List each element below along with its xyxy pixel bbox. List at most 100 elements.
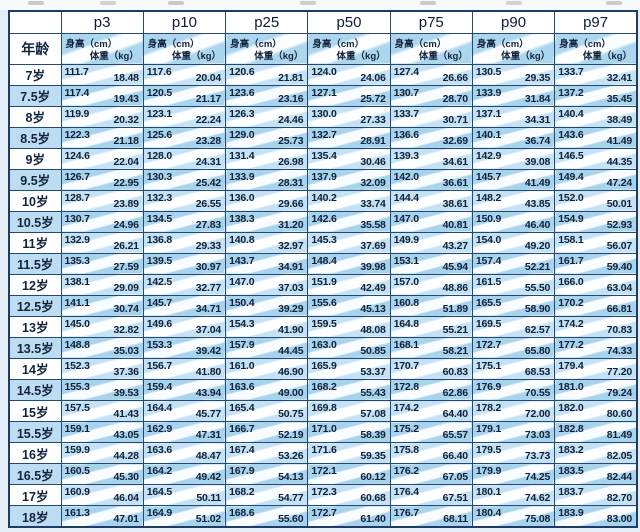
weight-value: 22.95 (113, 176, 139, 189)
weight-value: 26.55 (195, 197, 222, 210)
height-value: 164.4 (146, 402, 173, 414)
weight-value: 34.91 (278, 260, 304, 273)
weight-value: 36.61 (442, 176, 468, 189)
weight-value: 60.83 (442, 365, 468, 378)
height-weight-cell: 164.8 55.21 (389, 315, 473, 338)
weight-value: 28.70 (442, 92, 468, 105)
height-value: 142.9 (475, 149, 502, 162)
height-weight-cell: 146.5 44.35 (554, 147, 638, 170)
height-weight-cell: 160.9 46.04 (60, 484, 144, 507)
weight-value: 55.50 (524, 281, 551, 294)
height-weight-header-cell: 身高（cm） 体重（kg） (554, 32, 638, 65)
height-weight-cell: 183.2 82.05 (554, 442, 638, 465)
weight-value: 74.62 (524, 492, 551, 505)
height-weight-header-cell: 身高（cm） 体重（kg） (142, 32, 227, 65)
height-value: 143.6 (558, 128, 584, 141)
height-value: 126.3 (229, 107, 255, 120)
height-weight-cell: 137.1 34.31 (471, 105, 556, 128)
weight-value: 66.81 (606, 302, 632, 315)
weight-value: 32.09 (360, 176, 386, 189)
age-cell: 16岁 (8, 442, 62, 465)
height-value: 133.7 (558, 65, 584, 78)
percentile-header: p90 (471, 10, 556, 34)
height-weight-cell: 168.2 54.77 (225, 484, 309, 507)
weight-value: 22.04 (113, 155, 139, 168)
height-weight-cell: 129.0 25.73 (225, 126, 309, 149)
height-weight-cell: 179.5 73.73 (471, 442, 556, 465)
height-weight-cell: 140.2 33.74 (307, 189, 391, 212)
weight-value: 82.70 (606, 492, 632, 505)
weight-value: 46.90 (278, 365, 304, 378)
height-value: 174.2 (393, 402, 419, 414)
table-header: p3 p10 p25 p50 p75 p90 p97 年龄 身高（cm） 体重（kg） 身高（cm）… (8, 10, 638, 65)
height-weight-cell: 138.3 31.20 (225, 210, 309, 233)
weight-value: 37.04 (195, 323, 222, 336)
weight-value: 30.74 (113, 302, 139, 315)
weight-value: 59.35 (360, 450, 386, 463)
percentile-header: p75 (389, 10, 473, 34)
height-weight-cell: 165.4 50.75 (225, 399, 309, 423)
height-unit-label: 身高（cm） (65, 38, 118, 50)
weight-value: 45.77 (195, 408, 222, 421)
height-value: 133.9 (475, 86, 502, 99)
height-unit-label: 身高（cm） (312, 38, 365, 50)
weight-value: 52.93 (606, 218, 632, 231)
weight-value: 29.33 (195, 239, 222, 252)
height-weight-cell: 137.9 32.09 (307, 168, 391, 191)
height-weight-cell: 144.4 38.61 (389, 189, 473, 212)
height-value: 137.2 (558, 86, 584, 99)
weight-value: 44.28 (113, 450, 139, 463)
height-value: 123.6 (229, 86, 255, 99)
height-value: 158.1 (558, 233, 584, 246)
table-row: 7岁 111.7 18.48 117.6 20.04 120.6 21.81 124.0 24.… (8, 63, 638, 86)
height-weight-header-cell: 身高（cm） 体重（kg） (389, 32, 473, 65)
height-value: 176.4 (393, 486, 419, 499)
height-weight-cell: 157.9 44.45 (225, 336, 309, 359)
height-weight-cell: 141.1 30.74 (60, 294, 144, 317)
height-value: 135.4 (311, 149, 337, 162)
weight-value: 67.51 (442, 492, 468, 505)
height-weight-cell: 171.6 59.35 (307, 442, 391, 465)
height-weight-cell: 150.4 39.29 (225, 294, 309, 317)
height-weight-cell: 163.0 50.85 (307, 336, 391, 359)
weight-value: 32.69 (442, 134, 468, 147)
weight-unit-label: 体重（kg） (336, 50, 386, 62)
height-value: 140.8 (229, 233, 255, 246)
height-value: 139.3 (393, 149, 419, 162)
height-value: 163.0 (311, 338, 337, 351)
table-row: 14岁 152.3 37.36 156.7 41.80 161.0 46.90 165.9 53… (8, 357, 638, 380)
weight-value: 54.13 (278, 471, 304, 484)
height-weight-cell: 182.8 81.49 (554, 421, 638, 444)
weight-value: 21.18 (113, 134, 139, 147)
table-row: 16岁 159.9 44.28 163.6 48.47 167.4 53.26 171.6 59… (8, 442, 638, 465)
height-value: 172.8 (393, 380, 419, 393)
table-row: 10.5岁 130.7 24.96 134.5 27.83 138.3 31.20 142.6… (8, 210, 638, 233)
height-weight-cell: 130.0 27.33 (307, 105, 391, 128)
height-weight-header-cell: 身高（cm） 体重（kg） (60, 32, 144, 65)
height-weight-cell: 135.4 30.46 (307, 147, 391, 170)
height-value: 142.6 (311, 212, 337, 225)
weight-value: 70.55 (524, 387, 551, 399)
weight-value: 60.68 (360, 492, 386, 505)
height-value: 155.3 (64, 380, 90, 393)
height-weight-cell: 153.1 45.94 (389, 252, 473, 275)
height-weight-cell: 120.6 21.81 (225, 63, 309, 86)
weight-value: 63.04 (606, 281, 632, 294)
height-value: 152.0 (558, 191, 584, 204)
height-value: 163.6 (146, 444, 173, 457)
height-value: 117.6 (146, 65, 172, 78)
height-value: 166.7 (229, 423, 255, 436)
height-weight-cell: 137.2 35.45 (554, 84, 638, 107)
weight-value: 67.05 (442, 471, 468, 484)
height-weight-header-cell: 身高（cm） 体重（kg） (225, 32, 309, 65)
height-weight-cell: 183.7 82.70 (554, 484, 638, 507)
weight-value: 45.30 (113, 471, 139, 484)
height-weight-cell: 133.9 31.84 (471, 84, 556, 107)
height-value: 129.0 (229, 128, 255, 141)
weight-value: 33.74 (360, 197, 386, 210)
height-unit-label: 身高（cm） (394, 38, 447, 50)
height-weight-cell: 134.5 27.83 (142, 210, 227, 233)
height-value: 124.0 (311, 65, 337, 78)
height-value: 170.2 (558, 296, 584, 309)
height-value: 136.6 (393, 128, 419, 141)
